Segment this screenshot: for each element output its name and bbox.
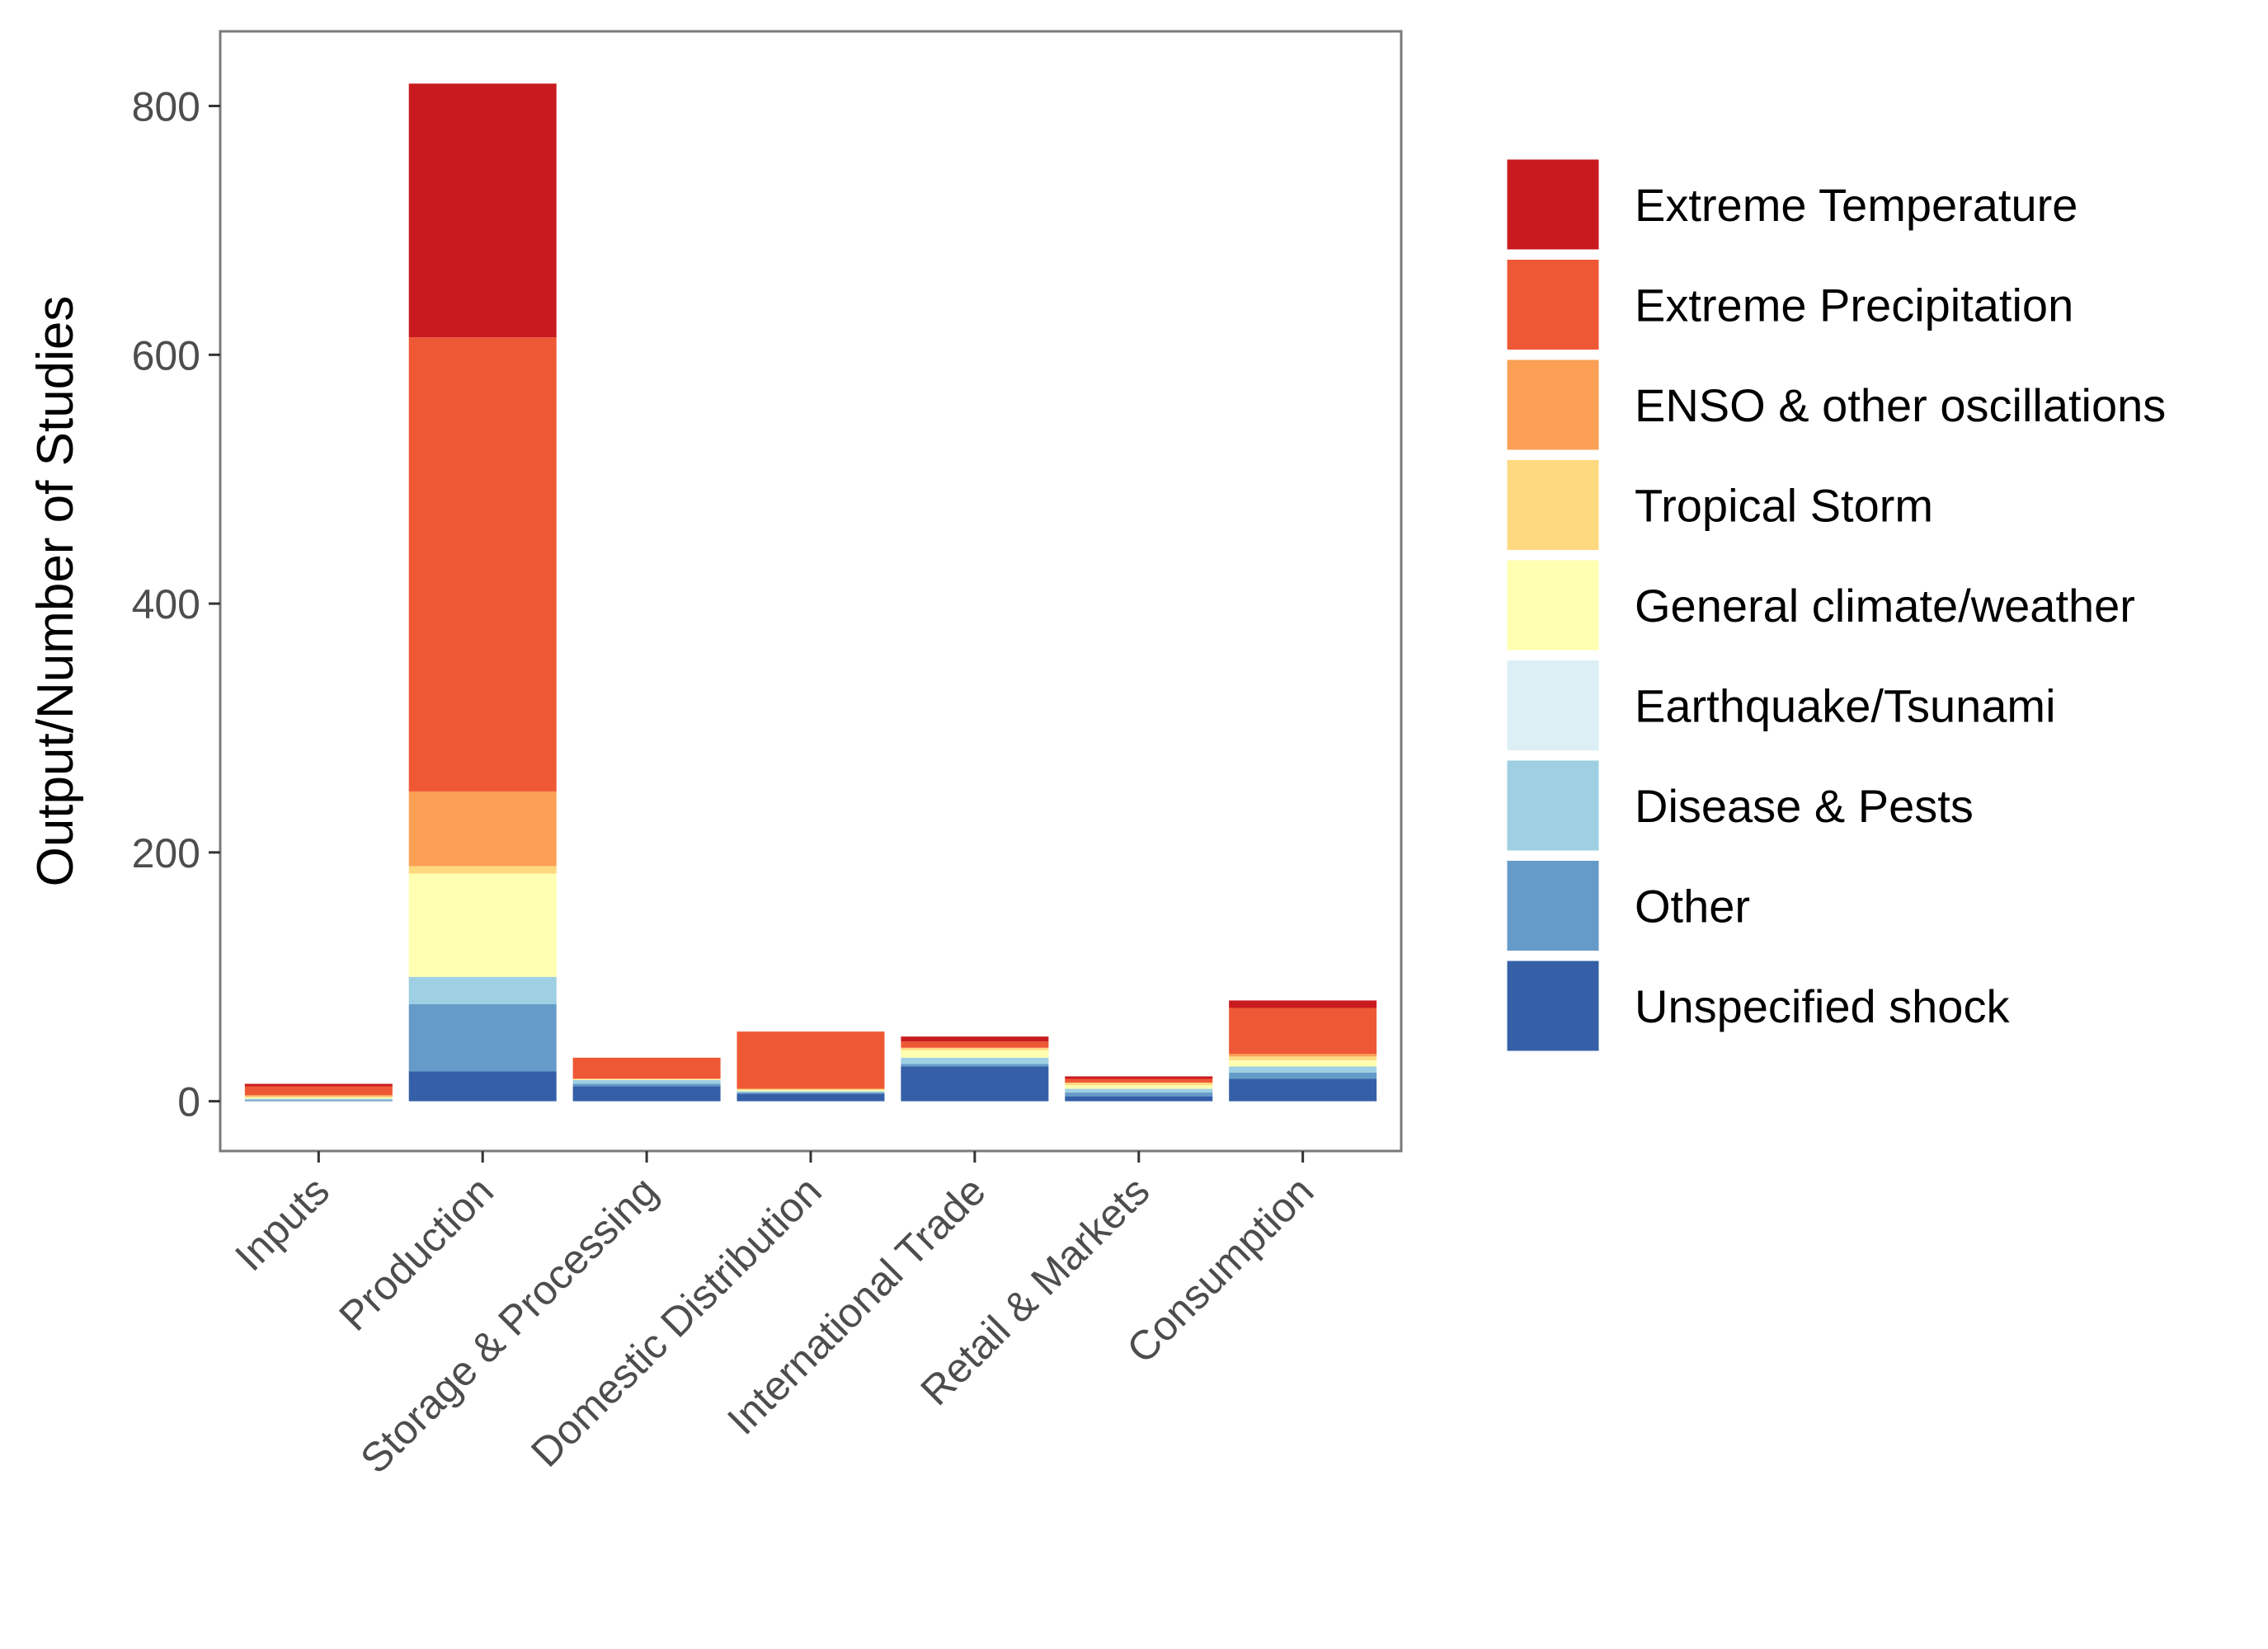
bar-segment-production-tropical-storm: [408, 866, 557, 874]
plot-panel: [219, 30, 1403, 1153]
bar-segment-consumption-unspecified-shock: [1229, 1078, 1377, 1102]
legend-label-extreme-precipitation: Extreme Precipitation: [1635, 280, 2073, 331]
bar-segment-domestic-distribution-extreme-precipitation: [736, 1031, 885, 1089]
y-tick-label: 600: [132, 332, 200, 378]
bar-segment-domestic-distribution-general-climate-weather: [736, 1090, 885, 1092]
legend-swatch-enso-and-other-oscillations: [1504, 357, 1602, 453]
x-tick-label-inputs: Inputs: [226, 1167, 338, 1280]
bar-segment-international-trade-disease-and-pests: [901, 1057, 1049, 1064]
bar-segment-inputs-extreme-temperature: [244, 1083, 393, 1087]
bars-group: [244, 83, 1377, 1102]
x-tick-label-storage-and-processing: Storage & Processing: [351, 1167, 666, 1482]
bar-segment-storage-and-processing-extreme-precipitation: [572, 1057, 721, 1079]
bar-segment-inputs-enso-and-other-oscillations: [244, 1095, 393, 1097]
bar-segment-inputs-tropical-storm: [244, 1096, 393, 1098]
bar-segment-inputs-extreme-precipitation: [244, 1086, 393, 1096]
bar-segment-retail-and-markets-tropical-storm: [1065, 1083, 1213, 1086]
bar-segment-storage-and-processing-unspecified-shock: [572, 1086, 721, 1102]
bar-segment-production-general-climate-weather: [408, 873, 557, 977]
y-tick-label: 0: [177, 1079, 200, 1125]
legend-swatch-extreme-temperature: [1504, 157, 1602, 252]
bar-segment-consumption-tropical-storm: [1229, 1056, 1377, 1060]
bar-segment-international-trade-extreme-temperature: [901, 1036, 1049, 1042]
bar-segment-production-disease-and-pests: [408, 976, 557, 1004]
bar-segment-international-trade-unspecified-shock: [901, 1066, 1049, 1102]
legend-label-tropical-storm: Tropical Storm: [1635, 480, 1933, 532]
bar-segment-production-unspecified-shock: [408, 1071, 557, 1102]
bar-segment-inputs-general-climate-weather: [244, 1097, 393, 1099]
legend-swatch-unspecified-shock: [1504, 958, 1602, 1054]
bar-segment-domestic-distribution-disease-and-pests: [736, 1091, 885, 1093]
x-tick-label-production: Production: [330, 1167, 502, 1340]
bar-segment-storage-and-processing-disease-and-pests: [572, 1079, 721, 1084]
y-tick-label: 400: [132, 581, 200, 627]
bar-segment-international-trade-other: [901, 1064, 1049, 1067]
legend-label-other: Other: [1635, 881, 1750, 933]
bar-segment-retail-and-markets-extreme-precipitation: [1065, 1078, 1213, 1083]
bar-segment-international-trade-tropical-storm: [901, 1047, 1049, 1050]
bar-segment-international-trade-extreme-precipitation: [901, 1041, 1049, 1048]
bar-segment-inputs-other: [244, 1100, 393, 1102]
legend-swatch-extreme-precipitation: [1504, 257, 1602, 352]
x-tick-label-domestic-distribution: Domestic Distribution: [522, 1167, 831, 1476]
bar-segment-retail-and-markets-general-climate-weather: [1065, 1085, 1213, 1089]
legend-swatch-general-climate-weather: [1504, 557, 1602, 653]
y-tick-label: 800: [132, 84, 200, 130]
bar-segment-international-trade-general-climate-weather: [901, 1050, 1049, 1058]
legend-label-enso-and-other-oscillations: ENSO & other oscillations: [1635, 379, 2166, 431]
bar-segment-production-other: [408, 1003, 557, 1072]
bar-segment-domestic-distribution-unspecified-shock: [736, 1093, 885, 1102]
y-axis: 0 200 400 600 800: [132, 84, 220, 1125]
legend-swatch-earthquake-tsunami: [1504, 658, 1602, 753]
bar-segment-storage-and-processing-general-climate-weather: [572, 1078, 721, 1080]
legend-swatch-other: [1504, 858, 1602, 953]
bar-segment-consumption-extreme-precipitation: [1229, 1008, 1377, 1055]
legend-label-disease-and-pests: Disease & Pests: [1635, 780, 1974, 832]
bar-segment-production-extreme-temperature: [408, 83, 557, 338]
bar-segment-retail-and-markets-unspecified-shock: [1065, 1096, 1213, 1102]
bar-segment-production-enso-and-other-oscillations: [408, 791, 557, 867]
bar-segment-domestic-distribution-tropical-storm: [736, 1088, 885, 1091]
legend-label-unspecified-shock: Unspecified shock: [1635, 980, 2010, 1032]
bar-segment-consumption-general-climate-weather: [1229, 1059, 1377, 1067]
bar-segment-consumption-extreme-temperature: [1229, 1000, 1377, 1008]
bar-segment-production-extreme-precipitation: [408, 337, 557, 792]
bar-segment-consumption-disease-and-pests: [1229, 1066, 1377, 1073]
legend-label-general-climate-weather: General climate/weather: [1635, 580, 2135, 632]
legend-swatch-disease-and-pests: [1504, 758, 1602, 853]
y-tick-label: 200: [132, 830, 200, 876]
bar-segment-consumption-enso-and-other-oscillations: [1229, 1054, 1377, 1057]
y-axis-title: Output/Number of Studies: [27, 296, 84, 887]
legend: Extreme Temperature Extreme Precipitation…: [1504, 157, 2166, 1054]
legend-label-earthquake-tsunami: Earthquake/Tsunami: [1635, 680, 2056, 732]
bar-segment-retail-and-markets-disease-and-pests: [1065, 1088, 1213, 1093]
bar-segment-domestic-distribution-other: [736, 1092, 885, 1094]
bar-segment-storage-and-processing-other: [572, 1083, 721, 1087]
bar-segment-retail-and-markets-other: [1065, 1092, 1213, 1097]
legend-label-extreme-temperature: Extreme Temperature: [1635, 179, 2077, 231]
legend-swatch-tropical-storm: [1504, 458, 1602, 552]
bar-segment-inputs-disease-and-pests: [244, 1098, 393, 1101]
bar-segment-consumption-other: [1229, 1072, 1377, 1079]
bar-segment-retail-and-markets-extreme-temperature: [1065, 1076, 1213, 1079]
